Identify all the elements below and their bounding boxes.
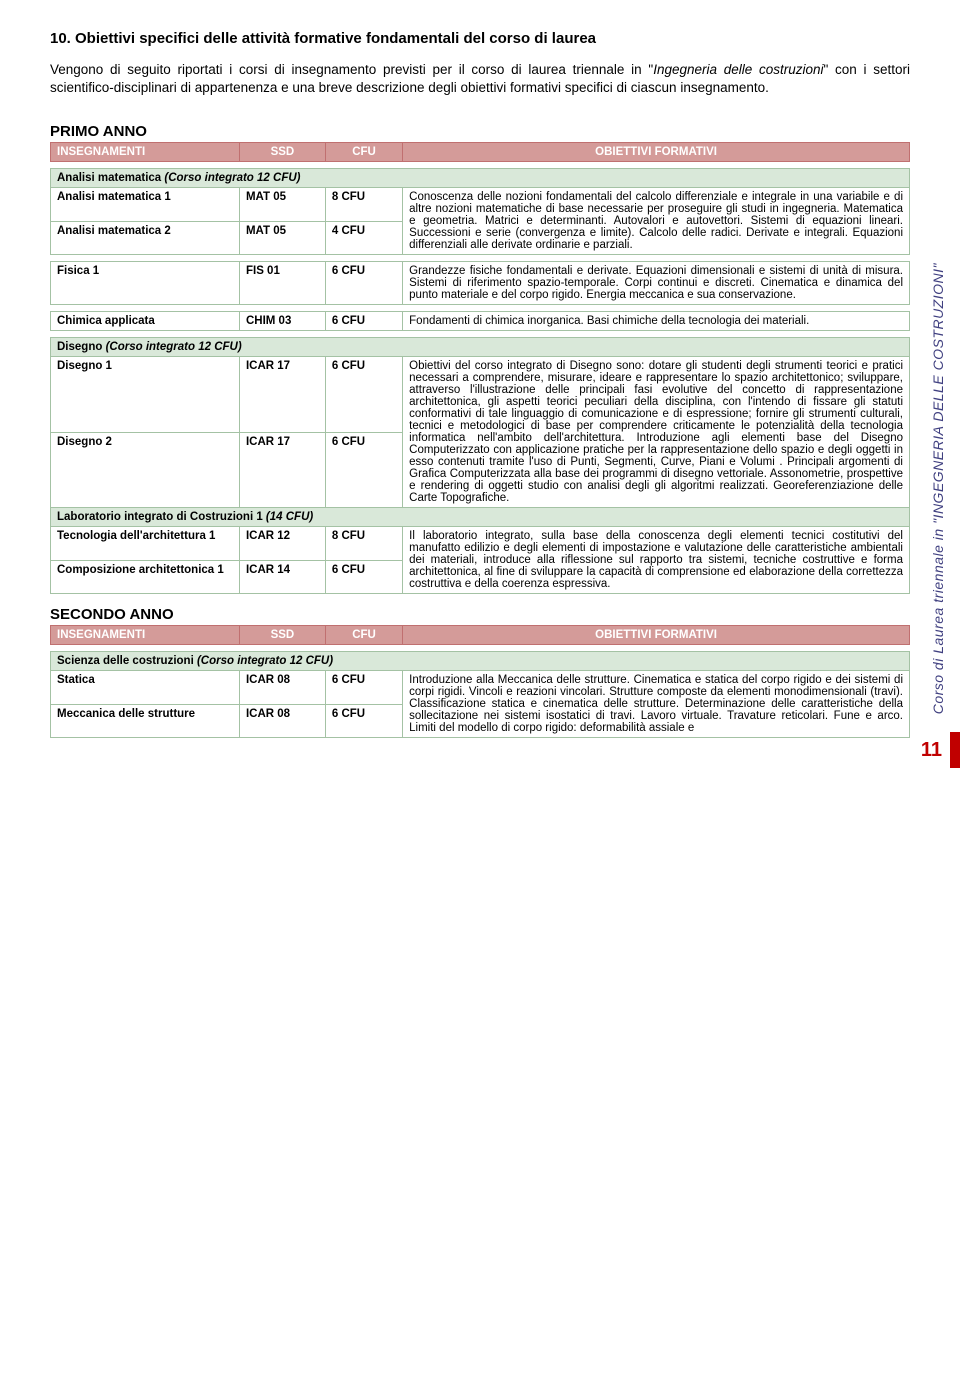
analisi2-cfu: 4 CFU — [325, 221, 402, 255]
hdr-obiettivi: OBIETTIVI FORMATIVI — [403, 143, 910, 162]
disegno-group: Disegno (Corso integrato 12 CFU) — [51, 338, 910, 357]
dis2-cfu: 6 CFU — [325, 432, 402, 508]
chimica-obj: Fondamenti di chimica inorganica. Basi c… — [403, 312, 910, 331]
disegno-table: Disegno (Corso integrato 12 CFU) Disegno… — [50, 337, 910, 594]
year2-title: SECONDO ANNO — [50, 606, 910, 623]
year2-header-row: INSEGNAMENTI SSD CFU OBIETTIVI FORMATIVI — [50, 625, 910, 645]
lab1-name: Tecnologia dell'architettura 1 — [51, 527, 240, 561]
sc1-cfu: 6 CFU — [325, 671, 402, 705]
side-course-label: Corso di Laurea triennale in "INGEGNERIA… — [930, 263, 946, 714]
dis-obj: Obiettivi del corso integrato di Disegno… — [403, 357, 910, 508]
chimica-name: Chimica applicata — [51, 312, 240, 331]
lab1-cfu: 8 CFU — [325, 527, 402, 561]
hdr2-obiettivi: OBIETTIVI FORMATIVI — [403, 626, 910, 645]
sc2-cfu: 6 CFU — [325, 704, 402, 738]
lab2-name: Composizione architettonica 1 — [51, 560, 240, 594]
analisi2-ssd: MAT 05 — [239, 221, 325, 255]
scienza-table: Scienza delle costruzioni (Corso integra… — [50, 651, 910, 738]
sc1-name: Statica — [51, 671, 240, 705]
year1-title: PRIMO ANNO — [50, 123, 910, 140]
dis1-name: Disegno 1 — [51, 357, 240, 433]
red-bar-decoration — [950, 732, 960, 768]
page-number: 11 — [921, 739, 942, 762]
lab-obj: Il laboratorio integrato, sulla base del… — [403, 527, 910, 594]
section-heading: 10. Obiettivi specifici delle attività f… — [50, 30, 910, 47]
fisica-ssd: FIS 01 — [239, 262, 325, 305]
fisica-name: Fisica 1 — [51, 262, 240, 305]
fisica-obj: Grandezze fisiche fondamentali e derivat… — [403, 262, 910, 305]
analisi-group: Analisi matematica (Corso integrato 12 C… — [51, 169, 910, 188]
sc2-ssd: ICAR 08 — [239, 704, 325, 738]
lab2-cfu: 6 CFU — [325, 560, 402, 594]
analisi-table: Analisi matematica (Corso integrato 12 C… — [50, 168, 910, 255]
analisi-obj: Conoscenza delle nozioni fondamentali de… — [403, 188, 910, 255]
lab-group: Laboratorio integrato di Costruzioni 1 (… — [51, 508, 910, 527]
analisi2-name: Analisi matematica 2 — [51, 221, 240, 255]
dis2-name: Disegno 2 — [51, 432, 240, 508]
intro-paragraph: Vengono di seguito riportati i corsi di … — [50, 61, 910, 97]
fisica-table: Fisica 1 FIS 01 6 CFU Grandezze fisiche … — [50, 261, 910, 305]
sc-obj: Introduzione alla Meccanica delle strutt… — [403, 671, 910, 738]
chimica-table: Chimica applicata CHIM 03 6 CFU Fondamen… — [50, 311, 910, 331]
analisi1-ssd: MAT 05 — [239, 188, 325, 222]
analisi1-cfu: 8 CFU — [325, 188, 402, 222]
sc1-ssd: ICAR 08 — [239, 671, 325, 705]
chimica-cfu: 6 CFU — [325, 312, 402, 331]
dis2-ssd: ICAR 17 — [239, 432, 325, 508]
hdr-cfu: CFU — [325, 143, 402, 162]
lab2-ssd: ICAR 14 — [239, 560, 325, 594]
dis1-ssd: ICAR 17 — [239, 357, 325, 433]
chimica-ssd: CHIM 03 — [239, 312, 325, 331]
hdr-insegnamenti: INSEGNAMENTI — [51, 143, 240, 162]
fisica-cfu: 6 CFU — [325, 262, 402, 305]
lab1-ssd: ICAR 12 — [239, 527, 325, 561]
hdr-ssd: SSD — [239, 143, 325, 162]
hdr2-cfu: CFU — [325, 626, 402, 645]
year1-header-row: INSEGNAMENTI SSD CFU OBIETTIVI FORMATIVI — [50, 142, 910, 162]
hdr2-ssd: SSD — [239, 626, 325, 645]
dis1-cfu: 6 CFU — [325, 357, 402, 433]
sc2-name: Meccanica delle strutture — [51, 704, 240, 738]
intro-italic: Ingegneria delle costruzioni — [653, 62, 823, 77]
intro-pre: Vengono di seguito riportati i corsi di … — [50, 62, 653, 77]
analisi1-name: Analisi matematica 1 — [51, 188, 240, 222]
hdr2-insegnamenti: INSEGNAMENTI — [51, 626, 240, 645]
scienza-group: Scienza delle costruzioni (Corso integra… — [51, 652, 910, 671]
